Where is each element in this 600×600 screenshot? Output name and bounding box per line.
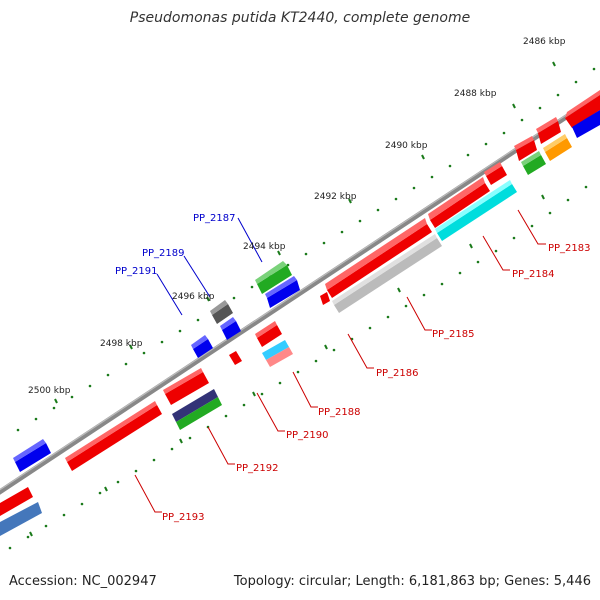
tick-label: 2494 kbp (243, 242, 286, 252)
tick-label: 2500 kbp (28, 386, 71, 396)
tick-label: 2488 kbp (454, 89, 497, 99)
gene-gray (334, 238, 442, 313)
gene-red-small-left (320, 292, 330, 305)
tick-label: 2492 kbp (314, 192, 357, 202)
reverse-gene-labels: PP_2183 PP_2184 PP_2185 PP_2186 PP_2188 … (162, 243, 591, 523)
gene-pp2185-red (516, 140, 537, 161)
gene-label-pp2191: PP_2191 (115, 266, 158, 277)
tick-label: 2496 kbp (172, 292, 215, 302)
gene-label-pp2193: PP_2193 (162, 512, 205, 523)
tick-labels: 2486 kbp 2488 kbp 2490 kbp 2492 kbp 2494… (28, 37, 566, 396)
inner-major-ticks (29, 194, 545, 537)
genome-backbone (0, 91, 600, 495)
accession-text: Accession: NC_002947 (9, 574, 157, 589)
genome-summary-text: Topology: circular; Length: 6,181,863 bp… (233, 574, 591, 589)
gene-pp2192-green (176, 397, 222, 430)
gene-orange (545, 138, 572, 161)
inner-tick-ring (8, 185, 588, 550)
gene-red-large-1 (327, 224, 432, 298)
gene-cyan (437, 184, 517, 241)
gene-pp2189-darkgray (212, 304, 233, 324)
gene-label-pp2185: PP_2185 (432, 329, 475, 340)
gene-pp2193-blue (15, 443, 51, 472)
gene-pp2184-red (538, 121, 561, 144)
gene-red-far-left (0, 487, 33, 516)
gene-pp2183-red (565, 95, 600, 128)
gene-steelblue-left (0, 502, 42, 536)
reverse-strand-genes (0, 110, 600, 536)
gene-pp2191-blue (193, 339, 213, 358)
tick-label: 2498 kbp (100, 339, 143, 349)
gene-label-pp2186: PP_2186 (376, 368, 419, 379)
gene-pp2192-navy (172, 389, 218, 422)
gene-pp2188-cyan (262, 340, 289, 360)
gene-label-pp2189: PP_2189 (142, 248, 185, 259)
gene-label-pp2190: PP_2190 (286, 430, 329, 441)
gene-pp2188-red (257, 325, 282, 347)
gene-blue-right (572, 110, 600, 138)
gene-red-small-3 (486, 166, 507, 185)
gene-pp2192-red (165, 372, 209, 405)
outer-tick-ring (16, 67, 596, 432)
tick-label: 2486 kbp (523, 37, 566, 47)
gene-pp2190-red (229, 351, 242, 365)
gene-label-pp2183: PP_2183 (548, 243, 591, 254)
forward-gene-labels: PP_2187 PP_2189 PP_2191 (115, 213, 236, 277)
forward-strand-genes (13, 90, 600, 472)
gene-red-large-2 (430, 183, 490, 228)
label-connectors (134, 209, 546, 513)
gene-pp2193-red (67, 405, 162, 471)
gene-pp2187-green (257, 265, 292, 294)
gene-pp2188-blue (267, 280, 300, 308)
gene-label-pp2184: PP_2184 (512, 269, 555, 280)
tick-label: 2490 kbp (385, 141, 428, 151)
gene-label-pp2188: PP_2188 (318, 407, 361, 418)
gene-label-pp2192: PP_2192 (236, 463, 279, 474)
map-title: Pseudomonas putida KT2440, complete geno… (129, 10, 471, 26)
gene-green-small (523, 155, 546, 175)
gene-pp2190-blue (222, 321, 241, 340)
gene-label-pp2187: PP_2187 (193, 213, 236, 224)
outer-major-ticks (54, 61, 556, 404)
gene-pp2188-pink (266, 347, 293, 367)
